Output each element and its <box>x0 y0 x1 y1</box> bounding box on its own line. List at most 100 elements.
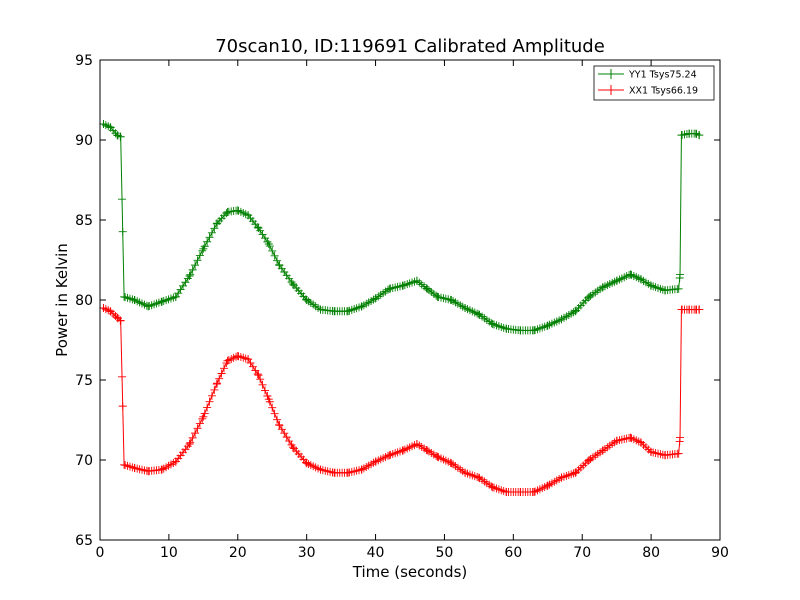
data-point-marker <box>260 386 269 395</box>
data-point-marker <box>198 246 207 255</box>
data-point-marker <box>203 403 212 412</box>
data-point-marker <box>188 433 197 442</box>
data-point-marker <box>244 211 253 220</box>
data-point-marker <box>223 208 232 216</box>
data-point-marker <box>273 256 282 265</box>
data-point-marker <box>265 242 274 251</box>
data-point-marker <box>288 280 297 288</box>
data-point-marker <box>273 415 282 424</box>
data-point-marker <box>695 131 704 140</box>
data-point-marker <box>302 459 311 468</box>
data-point-marker <box>130 296 139 304</box>
data-point-marker <box>185 272 194 280</box>
data-point-marker <box>254 371 263 380</box>
data-point-marker <box>423 284 432 293</box>
data-point-marker <box>210 385 219 394</box>
x-tick-label: 40 <box>367 545 385 561</box>
tick-layer: 0 10 20 30 40 50 60 70 80 90 65 70 75 80 85 90 95 <box>75 53 729 561</box>
data-point-marker <box>215 374 224 383</box>
data-point-marker <box>423 446 432 455</box>
data-point-marker <box>158 465 166 474</box>
x-tick-label: 50 <box>436 545 454 561</box>
data-point-marker <box>171 292 180 301</box>
data-point-marker <box>447 459 456 468</box>
data-point-marker <box>612 436 621 445</box>
data-point-marker <box>106 307 115 316</box>
data-point-marker <box>385 451 394 460</box>
x-tick-label: 70 <box>573 545 591 561</box>
data-point-marker <box>488 483 497 492</box>
data-point-marker <box>530 488 538 496</box>
data-point-marker <box>357 302 366 311</box>
data-point-marker <box>371 294 380 303</box>
series-1 <box>99 304 704 496</box>
data-point-marker <box>113 313 122 322</box>
y-tick-label: 90 <box>75 133 93 149</box>
data-point-marker <box>205 233 214 242</box>
data-point-marker <box>233 352 242 360</box>
data-point-marker <box>516 488 525 496</box>
data-point-marker <box>130 464 139 472</box>
data-point-marker <box>186 438 195 447</box>
y-tick-label: 75 <box>75 373 93 389</box>
data-point-marker <box>288 443 297 452</box>
data-point-marker <box>530 326 538 335</box>
data-point-marker <box>647 281 656 290</box>
data-point-marker <box>213 219 222 228</box>
data-point-marker <box>207 391 216 400</box>
data-point-marker <box>213 379 222 388</box>
data-point-marker <box>433 292 442 301</box>
data-point-marker <box>193 256 202 265</box>
data-point-marker <box>344 307 352 316</box>
data-point-marker <box>598 446 607 455</box>
data-point-marker <box>264 240 273 248</box>
y-tick-label: 95 <box>75 53 93 69</box>
data-point-marker <box>185 440 194 448</box>
data-point-marker <box>188 265 197 274</box>
data-point-marker <box>647 448 656 456</box>
data-point-marker <box>207 228 216 237</box>
series-layer <box>99 120 704 496</box>
data-point-marker <box>193 424 202 433</box>
plot-frame <box>99 59 721 541</box>
data-point-marker <box>275 420 284 429</box>
data-point-marker <box>399 446 408 455</box>
data-point-marker <box>488 320 497 328</box>
data-point-marker <box>502 488 511 496</box>
data-point-marker <box>502 324 511 333</box>
y-tick-label: 85 <box>75 213 93 229</box>
data-point-marker <box>203 237 212 246</box>
data-point-marker <box>344 468 352 477</box>
data-point-marker <box>412 440 421 448</box>
x-tick-label: 30 <box>298 545 316 561</box>
data-point-marker <box>585 456 594 464</box>
data-point-marker <box>660 286 669 295</box>
data-point-marker <box>171 457 180 466</box>
legend-box <box>593 65 715 101</box>
data-point-marker <box>270 251 279 260</box>
legend-label-yy1: YY1 Tsys75.24 <box>628 70 697 81</box>
data-point-marker <box>543 321 552 330</box>
data-point-marker <box>191 261 200 270</box>
plot-background <box>100 60 720 540</box>
data-point-marker <box>316 465 325 474</box>
data-point-marker <box>270 409 279 418</box>
legend-item-yy1: YY1 Tsys75.24 <box>598 69 697 81</box>
data-point-marker <box>412 276 421 285</box>
data-point-marker <box>636 438 645 447</box>
data-point-marker <box>691 129 700 138</box>
data-point-marker <box>557 315 566 324</box>
data-point-marker <box>200 409 209 418</box>
x-tick-label: 10 <box>160 545 178 561</box>
data-point-marker <box>677 131 686 140</box>
x-axis-label: Time (seconds) <box>352 563 468 581</box>
data-point-marker <box>106 123 115 132</box>
data-point-marker <box>244 355 253 364</box>
data-point-marker <box>695 305 704 314</box>
data-point-marker <box>399 281 408 290</box>
data-point-marker <box>144 302 153 311</box>
data-point-marker <box>217 369 226 378</box>
legend: YY1 Tsys75.24 XX1 Tsys66.19 <box>593 65 715 101</box>
data-point-marker <box>685 305 693 314</box>
